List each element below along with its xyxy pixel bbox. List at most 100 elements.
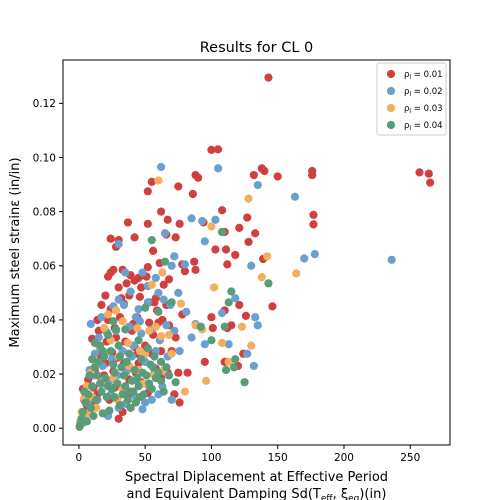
data-point bbox=[159, 280, 168, 289]
plot-frame bbox=[62, 59, 451, 446]
data-point bbox=[147, 384, 156, 394]
data-point bbox=[134, 304, 143, 314]
y-axis: 0.00 0.02 0.04 0.06 0.08 0.10 0.12 bbox=[33, 98, 63, 435]
data-point bbox=[156, 357, 166, 366]
data-point bbox=[97, 387, 106, 396]
data-point bbox=[93, 371, 102, 380]
data-point bbox=[251, 313, 260, 322]
legend-label-symbol: ρ bbox=[404, 70, 409, 80]
data-point bbox=[85, 371, 94, 380]
data-point bbox=[257, 273, 266, 282]
data-point bbox=[158, 268, 167, 277]
data-point bbox=[273, 172, 282, 181]
data-point bbox=[118, 390, 127, 399]
data-point bbox=[114, 295, 123, 304]
data-point bbox=[221, 365, 231, 375]
data-point bbox=[110, 392, 119, 402]
y-axis-label: Maximum steel strainε (in/in) bbox=[8, 157, 23, 347]
x-axis: 0 50 100 150 200 250 bbox=[76, 445, 420, 464]
data-point bbox=[97, 300, 106, 310]
data-point bbox=[82, 417, 91, 426]
data-point bbox=[125, 387, 134, 396]
data-point bbox=[103, 382, 113, 391]
data-point bbox=[90, 363, 99, 372]
data-point bbox=[137, 355, 146, 364]
data-point bbox=[217, 206, 227, 215]
data-point bbox=[167, 261, 176, 270]
data-point bbox=[123, 338, 133, 348]
data-point bbox=[109, 317, 118, 326]
data-point bbox=[251, 229, 260, 238]
data-point bbox=[160, 229, 170, 238]
data-point bbox=[156, 162, 166, 172]
legend-marker bbox=[386, 120, 396, 130]
data-point bbox=[290, 192, 300, 201]
data-point bbox=[122, 357, 131, 366]
data-point bbox=[163, 215, 172, 224]
data-point bbox=[170, 252, 179, 261]
data-point bbox=[207, 313, 216, 322]
data-point bbox=[200, 340, 209, 349]
legend-label-value: = 0.04 bbox=[411, 121, 442, 131]
data-point bbox=[142, 371, 151, 380]
data-point bbox=[243, 213, 252, 222]
legend-frame bbox=[376, 62, 447, 136]
data-point bbox=[105, 406, 114, 415]
data-point bbox=[167, 298, 176, 307]
legend-label-sub: l bbox=[409, 91, 411, 98]
data-point bbox=[264, 73, 273, 82]
data-point bbox=[217, 227, 227, 237]
x-tick-label: 100 bbox=[201, 452, 221, 464]
data-point bbox=[75, 422, 84, 431]
data-point bbox=[109, 265, 118, 274]
data-point bbox=[143, 187, 152, 196]
data-point bbox=[253, 180, 262, 190]
data-point bbox=[98, 346, 107, 356]
data-point bbox=[130, 365, 139, 375]
data-point bbox=[174, 368, 183, 377]
data-point bbox=[237, 322, 247, 331]
data-point bbox=[151, 273, 160, 283]
data-point bbox=[141, 303, 150, 312]
data-point bbox=[224, 298, 233, 307]
x-axis-label-line1: Spectral Diplacement at Effective Period bbox=[125, 470, 388, 485]
data-point bbox=[151, 322, 160, 331]
data-point bbox=[183, 368, 192, 377]
data-point bbox=[213, 164, 223, 173]
data-point bbox=[147, 235, 156, 245]
data-point bbox=[162, 363, 171, 372]
data-point bbox=[101, 374, 110, 383]
y-tick-label: 0.02 bbox=[33, 369, 56, 381]
data-point bbox=[198, 216, 207, 226]
y-tick-label: 0.04 bbox=[33, 315, 57, 327]
data-point bbox=[200, 237, 209, 246]
data-point bbox=[154, 368, 163, 377]
data-point bbox=[103, 272, 113, 281]
data-point bbox=[101, 291, 110, 300]
data-point bbox=[164, 275, 174, 284]
data-point bbox=[159, 387, 168, 396]
data-point bbox=[147, 177, 156, 186]
data-point bbox=[231, 250, 240, 260]
data-point bbox=[213, 145, 223, 154]
data-point bbox=[174, 182, 183, 191]
data-point bbox=[114, 341, 123, 350]
data-point bbox=[221, 245, 231, 254]
data-point bbox=[182, 307, 191, 316]
data-point bbox=[113, 379, 122, 388]
data-point bbox=[149, 246, 158, 255]
data-point bbox=[103, 310, 113, 319]
data-point bbox=[424, 169, 433, 178]
legend-marker bbox=[386, 69, 396, 79]
data-point bbox=[171, 378, 180, 387]
data-point bbox=[147, 280, 156, 289]
legend-label-symbol: ρ bbox=[404, 87, 409, 97]
data-point bbox=[156, 332, 166, 341]
data-point bbox=[92, 395, 101, 404]
data-point bbox=[121, 325, 130, 334]
y-tick-label: 0.06 bbox=[33, 261, 57, 273]
data-point bbox=[196, 322, 205, 331]
data-point bbox=[208, 323, 217, 333]
data-point bbox=[162, 321, 171, 330]
